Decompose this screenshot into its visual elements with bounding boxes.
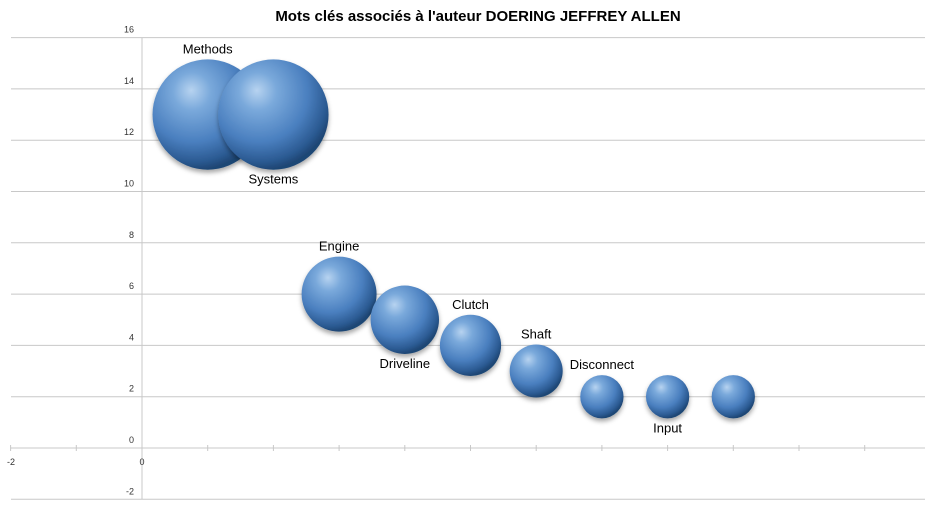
bubble-input bbox=[645, 375, 690, 419]
y-tick-label: 12 bbox=[124, 127, 134, 137]
bubble-driveline bbox=[370, 285, 440, 354]
bubble-label-methods: Methods bbox=[183, 41, 233, 56]
y-tick-label: -2 bbox=[126, 486, 134, 496]
bubble-label-disconnect: Disconnect bbox=[570, 357, 635, 372]
bubble-shaft bbox=[509, 344, 563, 398]
y-tick-label: 6 bbox=[129, 281, 134, 291]
bubble-labels: Methods Systems Engine Driveline Clutch Shaft… bbox=[183, 41, 683, 435]
bubble-label-driveline: Driveline bbox=[380, 356, 431, 371]
tick-labels: 16 14 12 10 8 6 4 2 0 -2 -2 0 bbox=[7, 25, 145, 497]
y-tick-label: 2 bbox=[129, 384, 134, 394]
bubble-label-systems: Systems bbox=[248, 172, 298, 187]
bubble-unlabeled bbox=[711, 375, 755, 419]
bubble-engine bbox=[301, 256, 377, 332]
y-tick-label: 8 bbox=[129, 230, 134, 240]
bubble-clutch bbox=[439, 314, 502, 376]
chart-title: Mots clés associés à l'auteur DOERING JE… bbox=[275, 8, 680, 25]
y-tick-label: 4 bbox=[129, 332, 134, 342]
bubble-label-input: Input bbox=[653, 420, 682, 435]
bubble-label-clutch: Clutch bbox=[452, 297, 489, 312]
grid-lines bbox=[11, 37, 925, 500]
axes bbox=[10, 37, 866, 500]
bubbles bbox=[152, 59, 755, 419]
y-tick-label: 10 bbox=[124, 179, 134, 189]
x-tick-label: 0 bbox=[139, 457, 144, 467]
bubble-disconnect bbox=[580, 375, 624, 419]
bubble-label-engine: Engine bbox=[319, 239, 359, 254]
y-tick-label: 0 bbox=[129, 435, 134, 445]
y-tick-label: 14 bbox=[124, 76, 134, 86]
bubble-systems bbox=[218, 59, 329, 170]
x-tick-label: -2 bbox=[7, 457, 15, 467]
y-tick-label: 16 bbox=[124, 25, 134, 35]
bubble-label-shaft: Shaft bbox=[521, 327, 552, 342]
